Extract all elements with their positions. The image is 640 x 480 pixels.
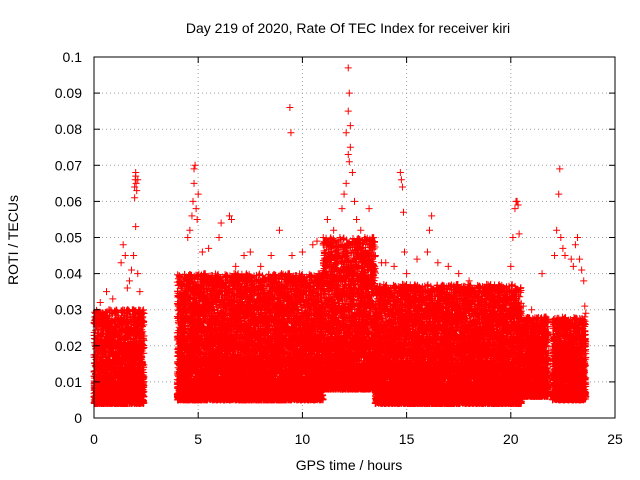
roti-scatter-chart: 00.010.020.030.040.050.060.070.080.090.1…: [0, 0, 640, 480]
points-layer: [91, 64, 590, 407]
